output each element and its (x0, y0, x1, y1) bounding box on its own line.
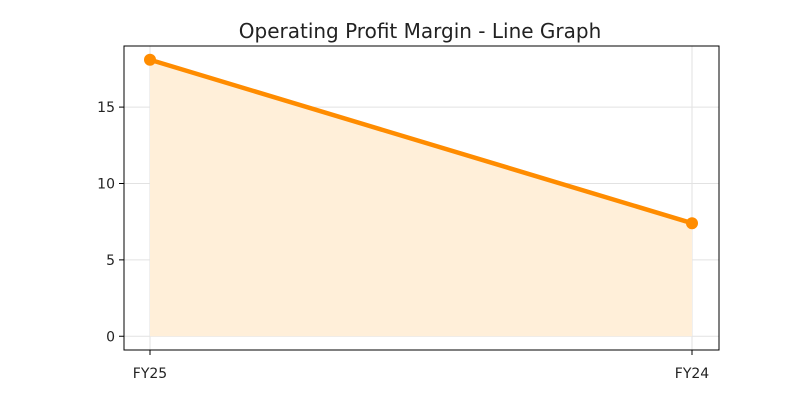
x-tick-label: FY25 (133, 366, 167, 382)
y-tick-label: 10 (97, 176, 115, 192)
y-axis-ticks: 0 5 10 15 (97, 100, 124, 345)
plot-frame (123, 45, 720, 351)
area-fill-layer (150, 59, 692, 337)
data-points-layer (144, 53, 698, 230)
data-point (686, 217, 698, 230)
y-tick-label: 0 (106, 329, 115, 345)
data-point (144, 53, 156, 66)
x-tick-label: FY24 (675, 366, 710, 382)
chart-title: Operating Profit Margin - Line Graph (239, 19, 602, 43)
x-axis-ticks: FY25 FY24 (133, 350, 710, 382)
y-tick-label: 15 (97, 100, 115, 116)
series-line (147, 57, 695, 226)
y-tick-label: 5 (106, 253, 115, 269)
series-area-fill (150, 59, 692, 337)
series-line-layer (147, 57, 695, 226)
